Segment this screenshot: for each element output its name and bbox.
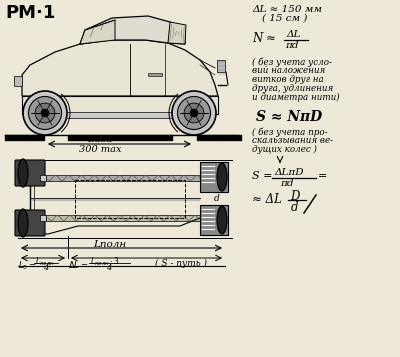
Bar [200, 205, 228, 235]
Text: витков друг на: витков друг на [252, 75, 324, 84]
Text: S =: S = [252, 171, 272, 181]
Circle shape [28, 96, 62, 130]
Polygon shape [22, 40, 218, 96]
Text: ΔL ≈ 150 мм: ΔL ≈ 150 мм [252, 5, 322, 14]
Text: 4: 4 [43, 264, 48, 272]
FancyBboxPatch shape [15, 210, 45, 236]
Text: 300 max: 300 max [79, 145, 121, 154]
Bar [22, 96, 218, 114]
Circle shape [172, 91, 216, 135]
Bar [200, 162, 228, 192]
Circle shape [35, 103, 55, 123]
Bar [217, 60, 225, 72]
Text: 4: 4 [106, 264, 111, 272]
Bar [14, 76, 22, 86]
Bar [40, 215, 46, 221]
Circle shape [184, 103, 204, 123]
Circle shape [23, 91, 67, 135]
Text: πd: πd [280, 179, 294, 188]
Bar [148, 73, 162, 76]
Text: PM·1: PM·1 [5, 4, 55, 22]
Text: ≈ ΔL: ≈ ΔL [252, 193, 282, 206]
Ellipse shape [18, 209, 28, 237]
Text: ( без учета про-: ( без учета про- [252, 127, 328, 136]
Text: ΔLπD: ΔLπD [274, 168, 304, 177]
Polygon shape [80, 16, 185, 44]
Circle shape [41, 109, 49, 117]
Text: друга, удлинения: друга, удлинения [252, 84, 333, 93]
Text: S ≈ NπD: S ≈ NπD [256, 110, 322, 124]
Bar [46, 215, 200, 221]
Text: ( S - путь ): ( S - путь ) [155, 259, 207, 268]
Text: D: D [290, 190, 299, 203]
Ellipse shape [217, 163, 227, 191]
Bar [65, 112, 175, 118]
Text: πd: πd [285, 41, 298, 50]
Text: d: d [214, 194, 220, 203]
Ellipse shape [18, 159, 28, 187]
Text: вий наложения: вий наложения [252, 66, 325, 75]
Text: ΔL: ΔL [286, 30, 300, 39]
Text: $\Delta L = $: $\Delta L = $ [68, 259, 88, 270]
Bar [40, 175, 46, 181]
Text: скальзывания ве-: скальзывания ве- [252, 136, 333, 145]
Text: и диаметра нити): и диаметра нити) [252, 93, 340, 102]
Text: ( 15 см ): ( 15 см ) [262, 14, 307, 23]
Bar [46, 175, 200, 181]
Text: =: = [318, 171, 327, 181]
Polygon shape [168, 22, 186, 44]
Text: d: d [291, 201, 298, 214]
Text: $L_{полн}\cdot 3$: $L_{полн}\cdot 3$ [90, 256, 120, 268]
Circle shape [178, 96, 210, 130]
Bar [75, 180, 185, 218]
Text: Lполн: Lполн [93, 240, 127, 249]
Text: $L_0 = $: $L_0 = $ [18, 259, 36, 272]
Text: База: База [87, 135, 113, 144]
Ellipse shape [217, 206, 227, 234]
Polygon shape [80, 20, 115, 44]
Text: ( без учета усло-: ( без учета усло- [252, 57, 332, 66]
Circle shape [190, 109, 198, 117]
Text: $L_{полн}$: $L_{полн}$ [35, 256, 55, 268]
FancyBboxPatch shape [15, 160, 45, 186]
Text: N ≈: N ≈ [252, 32, 276, 45]
Text: дущих колес ): дущих колес ) [252, 145, 317, 154]
